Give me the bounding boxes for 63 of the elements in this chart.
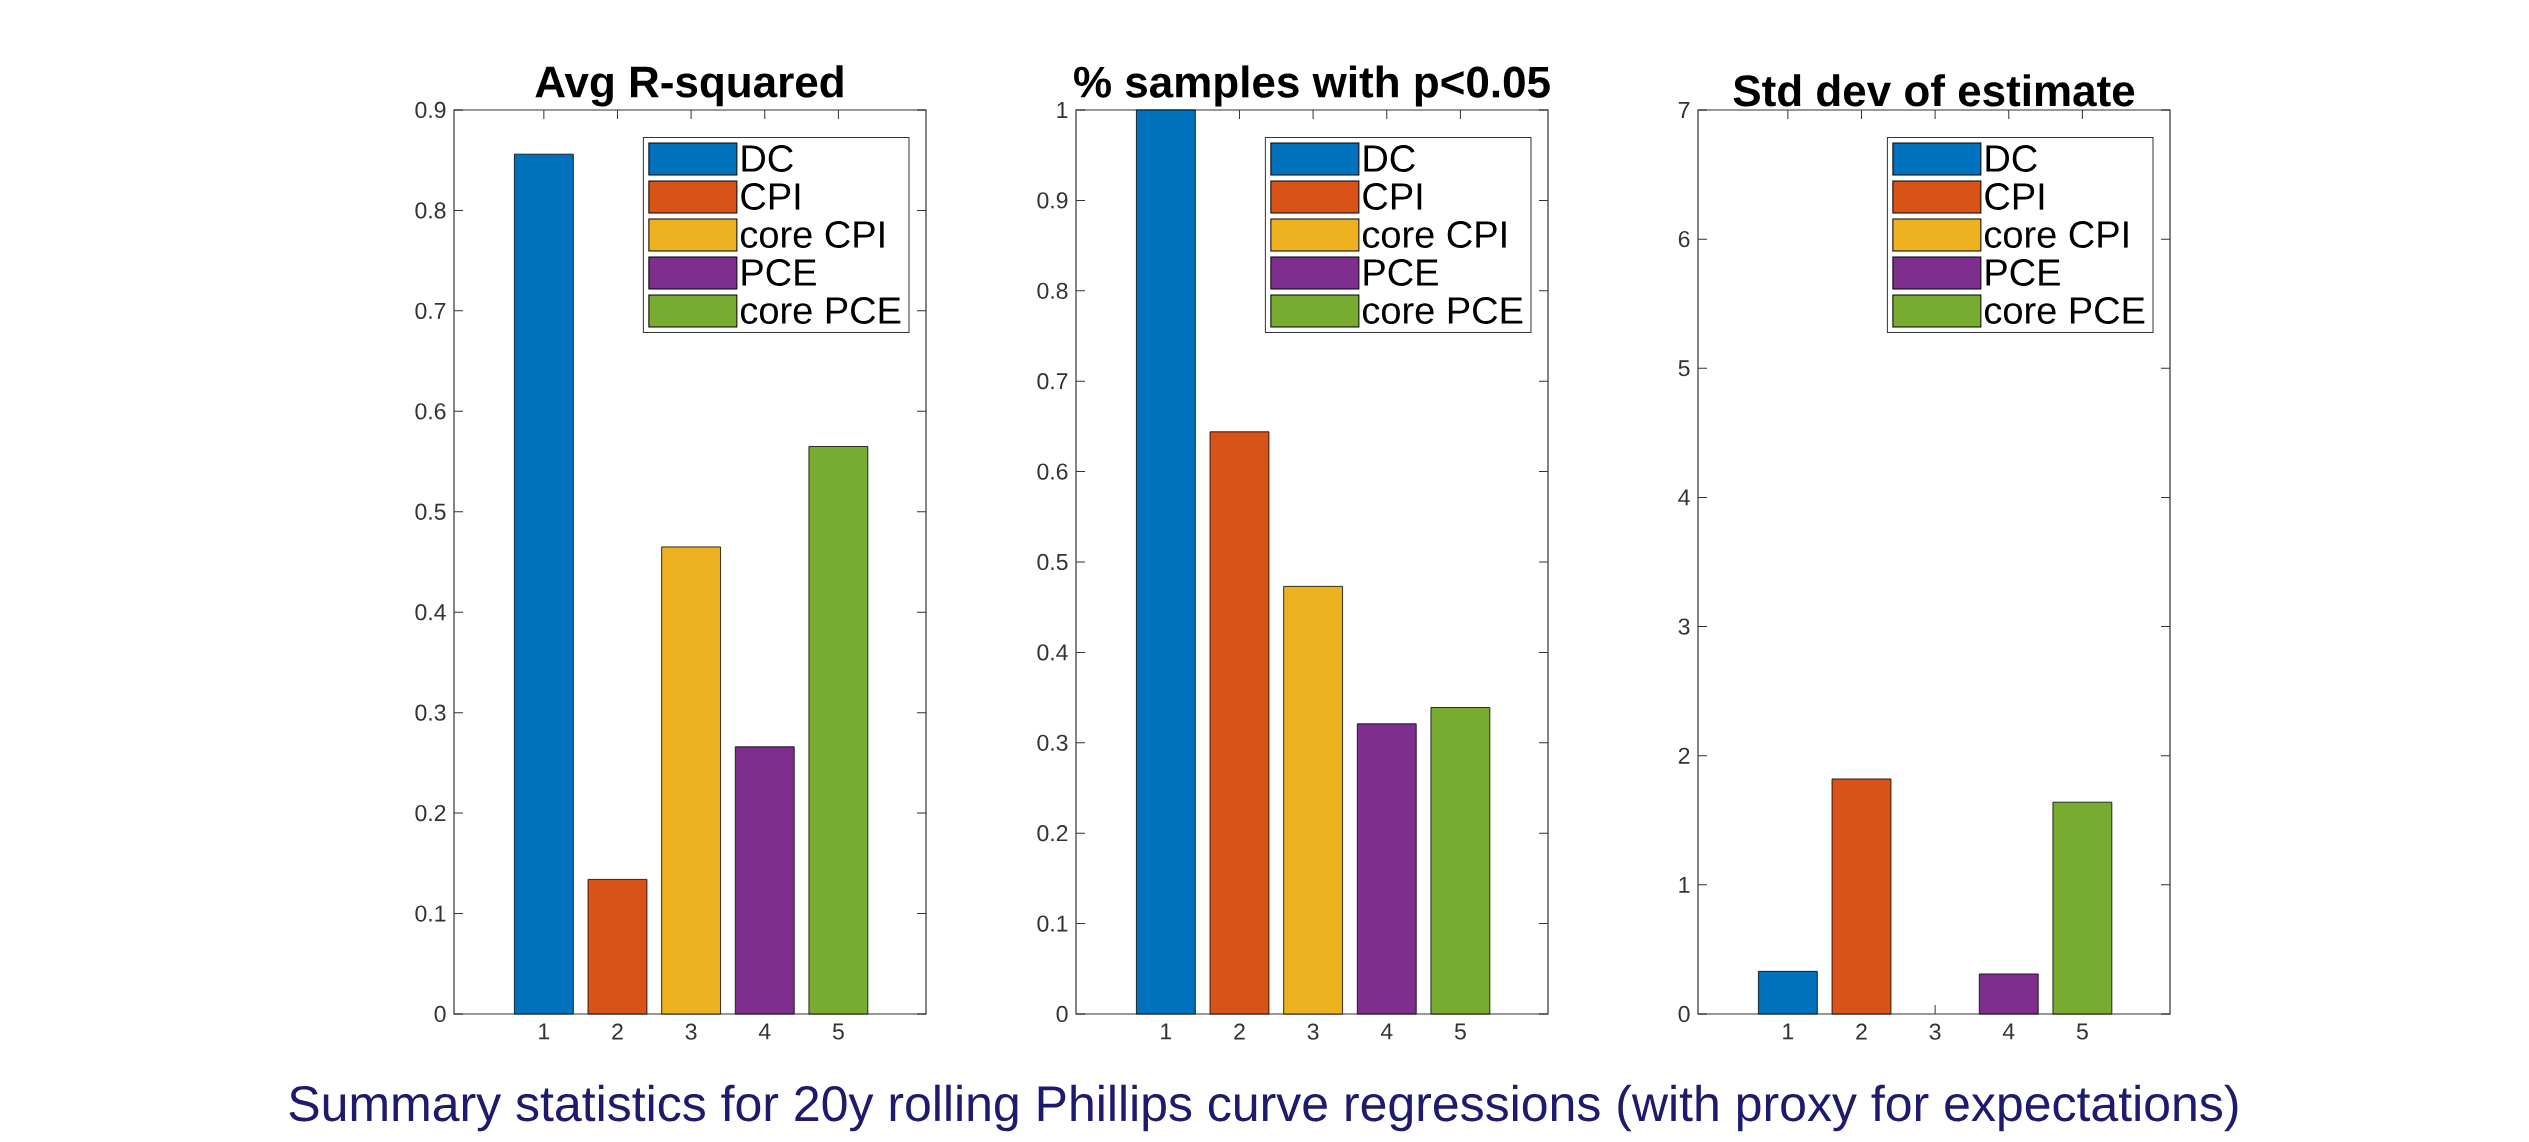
x-tick-label: 3 (685, 1023, 697, 1040)
legend-label: core PCE (1362, 297, 1523, 324)
y-tick-label: 3 (1678, 618, 1690, 635)
legend-label: core PCE (740, 297, 901, 324)
y-tick-label: 0.1 (1037, 915, 1068, 932)
legend-label: core CPI (740, 221, 884, 248)
y-tick-label: 2 (1678, 747, 1690, 764)
y-tick-label: 0.6 (1037, 463, 1068, 480)
legend-label: PCE (1986, 259, 2060, 286)
legend-label: DC (1364, 145, 1415, 172)
y-tick-label: 6 (1678, 230, 1690, 248)
x-tick-label: 4 (758, 1023, 771, 1040)
chart-title: Avg R-squared (535, 65, 843, 107)
x-tick-label: 4 (1380, 1023, 1393, 1040)
x-tick-label: 3 (1929, 1023, 1941, 1040)
y-tick-label: 0.4 (1037, 644, 1068, 661)
y-tick-label: 0.7 (1037, 373, 1068, 390)
chart-title: Std dev of estimate (1733, 74, 2135, 107)
y-tick-label: 0 (1678, 1005, 1690, 1023)
y-tick-label: 0.9 (415, 101, 446, 119)
chart-title: % samples with p<0.05 (1074, 65, 1550, 107)
x-tick-label: 1 (1161, 1023, 1172, 1040)
y-tick-label: 0.6 (415, 403, 446, 420)
y-tick-label: 4 (1678, 489, 1690, 506)
y-tick-label: 0.3 (1037, 734, 1068, 751)
y-tick-label: 0.1 (415, 905, 446, 922)
y-tick-label: 7 (1678, 102, 1690, 118)
y-tick-label: 0.4 (415, 604, 446, 621)
legend-label: PCE (1364, 259, 1438, 286)
legend-label: core PCE (1984, 297, 2145, 324)
legend-label: DC (742, 145, 793, 172)
legend-label: CPI (1985, 183, 2044, 210)
y-tick-label: 5 (1678, 360, 1690, 377)
y-tick-label: 0.8 (415, 202, 446, 219)
legend-label: core CPI (1362, 221, 1506, 248)
text: Summary statistics for 20y rolling Phillips curve regressions (with proxy for expectations) (289, 1084, 2238, 1132)
y-tick-label: 0.5 (1037, 553, 1068, 571)
y-tick-label: 0.9 (1037, 192, 1068, 209)
x-tick-label: 4 (2002, 1023, 2015, 1040)
y-tick-label: 1 (1679, 876, 1690, 893)
legend-label: PCE (742, 259, 816, 286)
x-tick-label: 5 (1454, 1023, 1466, 1040)
y-tick-label: 0.5 (415, 503, 446, 520)
y-tick-label: 0.2 (1037, 825, 1068, 842)
legend-label: core CPI (1984, 221, 2128, 248)
x-tick-label: 5 (832, 1023, 844, 1040)
legend-label: CPI (741, 183, 800, 210)
y-tick-label: 1 (1057, 102, 1068, 118)
legend-label: CPI (1363, 183, 1422, 210)
x-tick-label: 2 (612, 1023, 623, 1040)
x-tick-label: 5 (2076, 1023, 2088, 1040)
x-tick-label: 3 (1307, 1023, 1319, 1040)
y-tick-label: 0 (1056, 1005, 1068, 1023)
y-tick-label: 0 (434, 1005, 446, 1023)
legend-label: DC (1986, 145, 2037, 172)
x-tick-label: 2 (1856, 1023, 1867, 1040)
x-tick-label: 2 (1234, 1023, 1245, 1040)
y-tick-label: 0.7 (415, 302, 446, 320)
y-tick-label: 0.8 (1037, 282, 1068, 299)
x-tick-label: 1 (1783, 1023, 1794, 1040)
y-tick-label: 0.3 (415, 704, 446, 721)
y-tick-label: 0.2 (415, 804, 446, 822)
x-tick-label: 1 (539, 1023, 550, 1040)
